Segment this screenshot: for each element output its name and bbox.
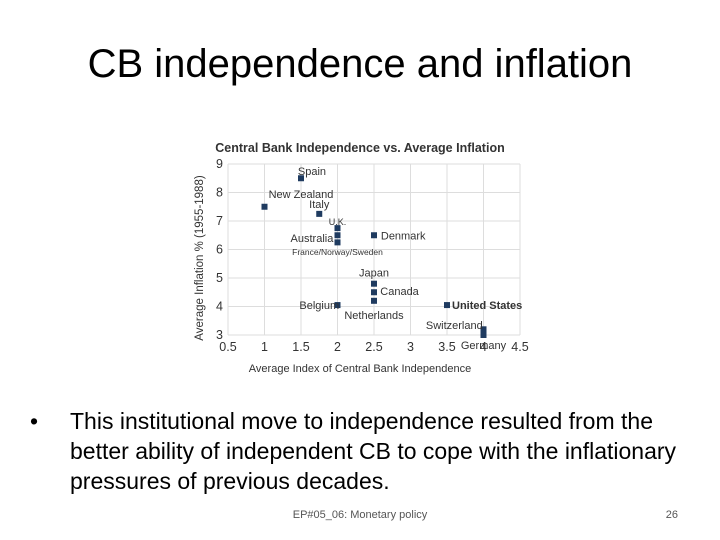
y-tick-label: 9 bbox=[216, 157, 223, 171]
x-tick-label: 3 bbox=[407, 340, 414, 354]
x-tick-label: 4.5 bbox=[511, 340, 528, 354]
data-points bbox=[261, 175, 487, 338]
y-tick-label: 5 bbox=[216, 271, 223, 285]
axis-ticks: 0.5 1 1.5 2 2.5 3 3.5 4 4.5 3 4 5 6 7 8 9 bbox=[216, 157, 529, 354]
point-label: Italy bbox=[309, 199, 330, 211]
footer-text: EP#05_06: Monetary policy bbox=[292, 509, 428, 521]
x-axis-label: Average Index of Central Bank Independen… bbox=[249, 363, 471, 375]
point-label: Germany bbox=[461, 340, 507, 352]
scatter-chart: Central Bank Independence vs. Average In… bbox=[186, 134, 530, 378]
x-tick-label: 2 bbox=[334, 340, 341, 354]
x-tick-label: 0.5 bbox=[219, 340, 236, 354]
bullet-symbol: • bbox=[30, 408, 39, 434]
slide-title: CB independence and inflation bbox=[87, 42, 633, 86]
data-point bbox=[371, 297, 377, 304]
y-tick-label: 6 bbox=[216, 243, 223, 257]
point-label: Japan bbox=[359, 267, 389, 279]
data-point bbox=[334, 225, 341, 232]
x-tick-label: 1.5 bbox=[292, 340, 309, 354]
y-tick-label: 4 bbox=[216, 300, 223, 314]
point-label: France/Norway/Sweden bbox=[292, 247, 383, 257]
data-point bbox=[334, 239, 341, 246]
data-point bbox=[261, 203, 268, 210]
x-tick-label: 4 bbox=[480, 340, 487, 354]
chart-grid bbox=[227, 163, 521, 336]
point-label: Denmark bbox=[381, 230, 426, 242]
y-tick-label: 7 bbox=[216, 214, 223, 228]
x-tick-label: 3.5 bbox=[438, 340, 455, 354]
chart-background bbox=[186, 134, 530, 378]
point-label: Belgium bbox=[299, 300, 339, 312]
x-tick-label: 1 bbox=[261, 340, 268, 354]
point-label: Switzerland bbox=[426, 320, 483, 332]
bullet-point: • This institutional move to independenc… bbox=[30, 406, 690, 496]
point-label: United States bbox=[452, 300, 522, 312]
bullet-text: This institutional move to independence … bbox=[70, 408, 677, 494]
point-label: New Zealand bbox=[269, 189, 334, 201]
data-point bbox=[334, 302, 341, 309]
point-label: Spain bbox=[298, 166, 326, 178]
point-label: Netherlands bbox=[344, 310, 404, 322]
chart-svg: Central Bank Independence vs. Average In… bbox=[186, 134, 530, 378]
page-number: 26 bbox=[665, 509, 678, 521]
point-label: Australia bbox=[291, 233, 335, 245]
data-point bbox=[444, 302, 450, 309]
y-tick-label: 3 bbox=[216, 328, 223, 342]
data-point bbox=[298, 175, 304, 182]
y-axis-label: Average Inflation % (1955-1988) bbox=[194, 175, 206, 341]
data-point bbox=[371, 289, 377, 296]
data-point bbox=[371, 280, 377, 287]
data-point bbox=[371, 232, 377, 239]
x-tick-label: 2.5 bbox=[365, 340, 382, 354]
point-label: Canada bbox=[380, 286, 419, 298]
chart-title: Central Bank Independence vs. Average In… bbox=[215, 141, 504, 155]
data-point bbox=[316, 210, 323, 217]
y-tick-label: 8 bbox=[216, 186, 223, 200]
data-point bbox=[334, 232, 341, 239]
data-point bbox=[480, 332, 487, 338]
point-label: U.K. bbox=[329, 217, 347, 227]
data-point bbox=[480, 326, 487, 333]
